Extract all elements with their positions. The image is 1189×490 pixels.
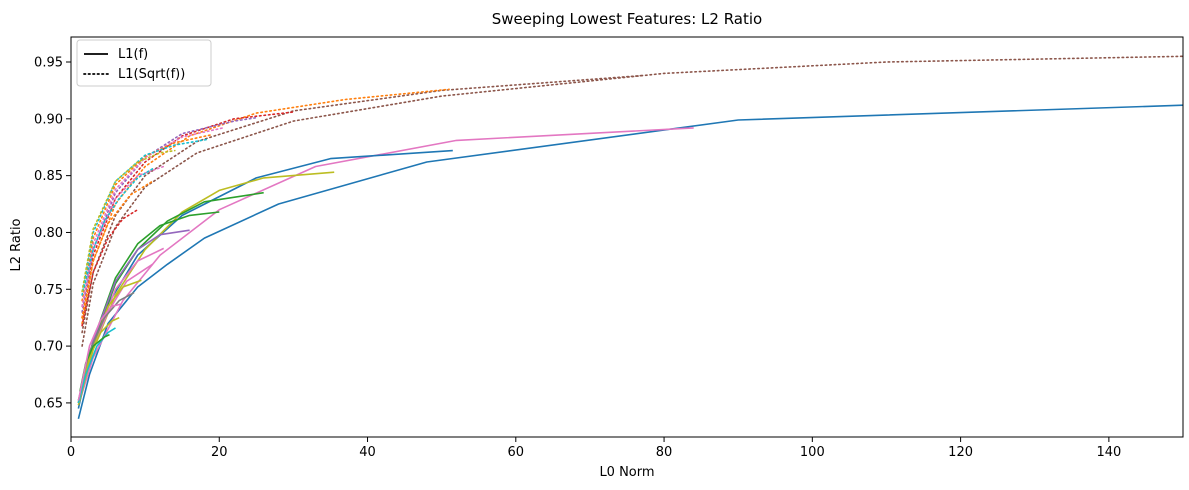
y-tick-label: 0.95	[34, 56, 63, 71]
x-tick-label: 120	[948, 445, 973, 460]
legend-box	[76, 39, 212, 87]
series-line-20	[81, 127, 224, 308]
y-tick-label: 0.65	[34, 396, 63, 411]
series-line-21	[81, 133, 213, 302]
series-line-27	[83, 168, 154, 288]
series-line-26	[81, 208, 139, 327]
legend-label-solid: L1(f)	[118, 47, 148, 62]
y-tick-label: 0.90	[34, 112, 63, 127]
x-tick-label: 40	[359, 445, 376, 460]
series-line-0	[77, 104, 1183, 419]
y-tick-label: 0.70	[34, 340, 63, 355]
legend-label-dotted: L1(Sqrt(f))	[118, 67, 185, 82]
series-line-24	[81, 165, 165, 308]
series-line-16	[81, 74, 643, 334]
y-axis-label: L2 Ratio	[9, 218, 24, 271]
series-line-1	[77, 127, 694, 406]
axis-ticks: 0 20 40 60 80 100 120 140 0.65 0.70 0.75 0.80 0.85 0.…	[34, 56, 1121, 461]
legend: L1(f) L1(Sqrt(f))	[76, 39, 212, 87]
x-tick-label: 60	[508, 445, 525, 460]
series-line-23	[81, 149, 176, 293]
series-line-10	[77, 291, 135, 404]
x-tick-label: 80	[656, 445, 673, 460]
series-line-5	[77, 211, 220, 401]
y-tick-label: 0.75	[34, 283, 63, 298]
y-tick-label: 0.80	[34, 226, 63, 241]
x-tick-label: 20	[211, 445, 228, 460]
x-tick-label: 100	[800, 445, 825, 460]
chart-title: Sweeping Lowest Features: L2 Ratio	[492, 10, 762, 28]
series-layer	[77, 55, 1183, 419]
series-line-12	[77, 327, 116, 404]
series-line-25	[81, 180, 154, 319]
plot-frame	[70, 36, 1184, 438]
series-line-18	[81, 111, 295, 319]
x-tick-label: 0	[67, 445, 75, 460]
x-tick-label: 140	[1096, 445, 1121, 460]
x-axis-label: L0 Norm	[599, 465, 654, 480]
series-line-14	[77, 303, 122, 401]
y-tick-label: 0.85	[34, 169, 63, 184]
series-line-15	[81, 55, 1183, 347]
